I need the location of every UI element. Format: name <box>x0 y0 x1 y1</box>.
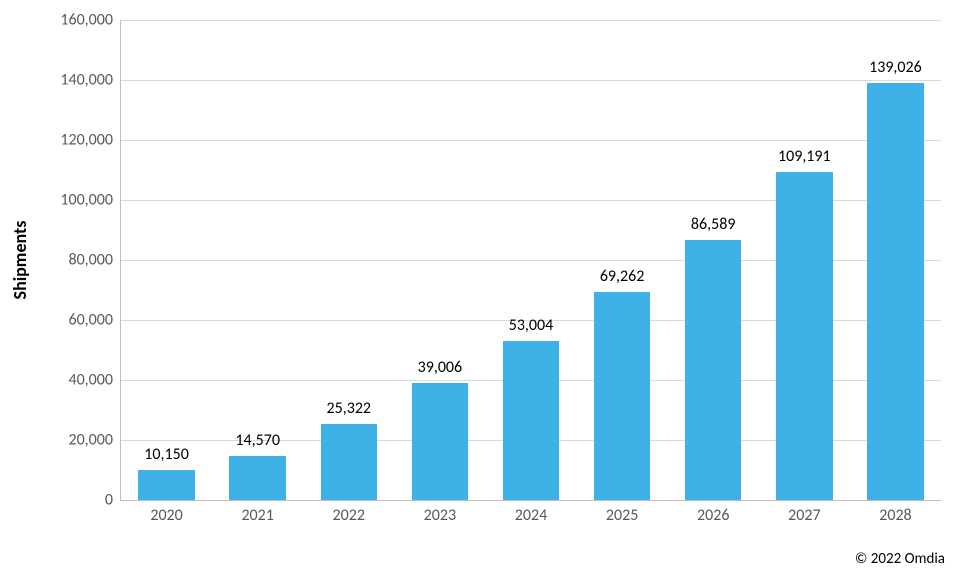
bar: 14,570 <box>229 456 285 500</box>
x-tick-label: 2021 <box>241 500 273 525</box>
x-tick-label: 2022 <box>333 500 365 525</box>
bar-value-label: 39,006 <box>418 358 463 383</box>
bar-value-label: 139,026 <box>869 58 922 83</box>
bar-value-label: 10,150 <box>144 445 189 470</box>
x-tick-label: 2023 <box>424 500 456 525</box>
bar: 10,150 <box>138 470 194 500</box>
chart-credit: © 2022 Omdia <box>855 550 945 568</box>
x-tick-label: 2025 <box>606 500 638 525</box>
y-tick-label: 20,000 <box>68 431 121 450</box>
y-tick-label: 100,000 <box>60 191 121 210</box>
x-tick-label: 2028 <box>879 500 911 525</box>
y-tick-label: 120,000 <box>60 131 121 150</box>
grid-line <box>121 80 941 81</box>
x-tick-label: 2024 <box>515 500 547 525</box>
y-tick-label: 0 <box>105 491 121 510</box>
bar-value-label: 14,570 <box>235 431 280 456</box>
bar: 109,191 <box>776 172 832 500</box>
chart-container: 0 20,000 40,000 60,000 80,000 100,000 120,000 1… <box>0 0 965 580</box>
bar-value-label: 53,004 <box>509 316 554 341</box>
y-tick-label: 40,000 <box>68 371 121 390</box>
plot-area: 020,00040,00060,00080,000100,000120,0001… <box>120 20 941 501</box>
grid-line <box>121 20 941 21</box>
x-tick-label: 2027 <box>788 500 820 525</box>
bar: 39,006 <box>412 383 468 500</box>
x-tick-label: 2026 <box>697 500 729 525</box>
y-axis-title: Shipments <box>9 221 31 300</box>
bar-value-label: 109,191 <box>778 147 831 172</box>
bar-value-label: 25,322 <box>326 399 371 424</box>
bar: 53,004 <box>503 341 559 500</box>
y-tick-label: 140,000 <box>60 71 121 90</box>
x-tick-label: 2020 <box>150 500 182 525</box>
bar-value-label: 69,262 <box>600 267 645 292</box>
grid-line <box>121 140 941 141</box>
bar: 69,262 <box>594 292 650 500</box>
bar: 139,026 <box>867 83 923 500</box>
y-tick-label: 60,000 <box>68 311 121 330</box>
y-tick-label: 160,000 <box>60 11 121 30</box>
bar: 86,589 <box>685 240 741 500</box>
bar-value-label: 86,589 <box>691 215 736 240</box>
bar: 25,322 <box>321 424 377 500</box>
y-tick-label: 80,000 <box>68 251 121 270</box>
